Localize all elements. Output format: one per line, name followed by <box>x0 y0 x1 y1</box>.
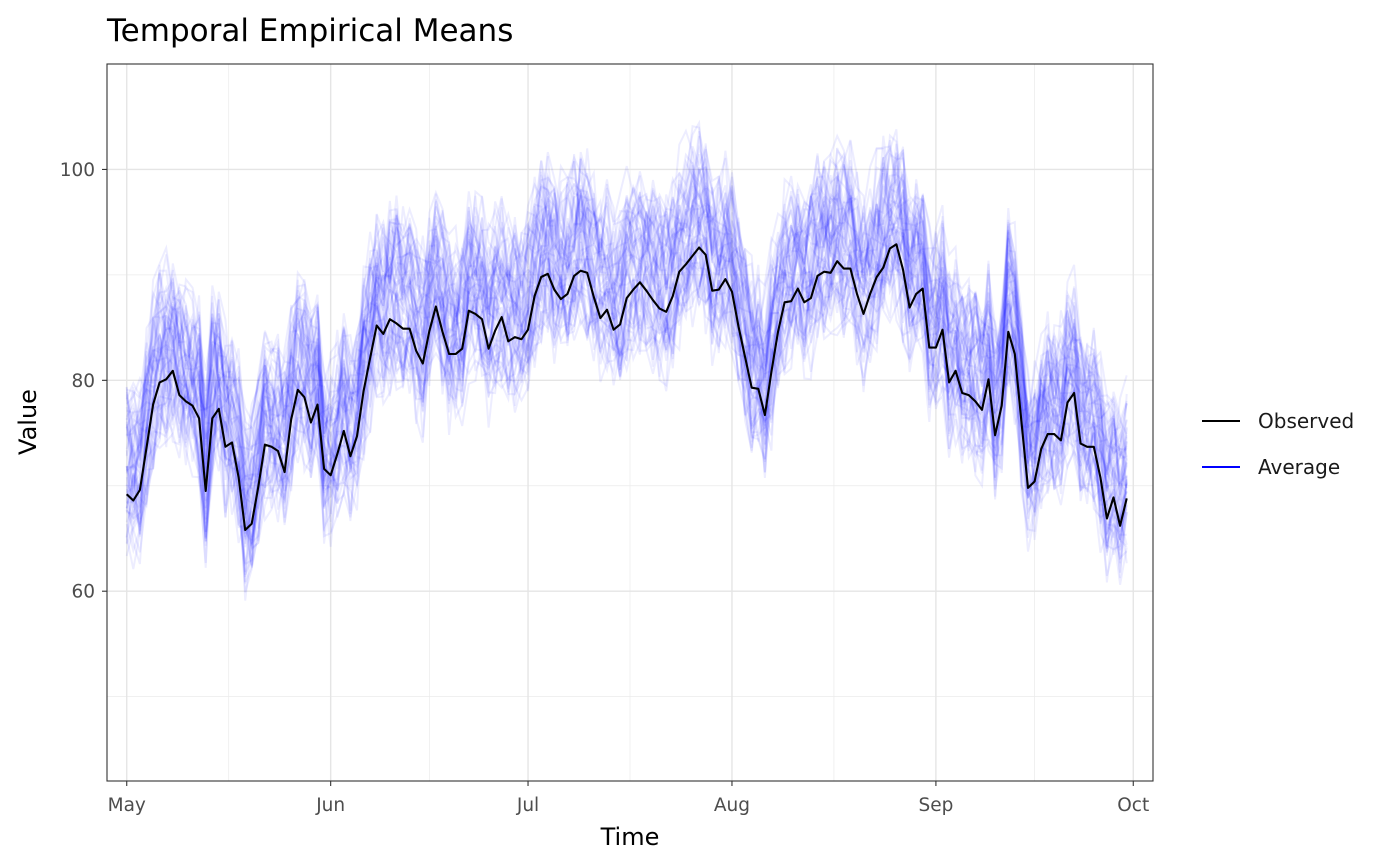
y-tick-label: 60 <box>71 582 95 603</box>
y-axis-title: Value <box>14 389 42 455</box>
average-trace-line <box>125 240 1128 601</box>
y-axis: 60 80 100 <box>60 160 107 603</box>
average-trace-line <box>125 196 1128 533</box>
average-trace-line <box>125 166 1128 501</box>
average-trace-line <box>125 143 1127 456</box>
average-trace-line <box>125 187 1127 492</box>
average-trace-line <box>125 173 1128 520</box>
average-trace-line <box>126 221 1128 551</box>
x-tick-label: Jul <box>516 795 539 816</box>
average-trace-line <box>125 119 1128 481</box>
y-tick-label: 100 <box>60 160 95 181</box>
average-trace-line <box>125 153 1128 510</box>
average-trace-line <box>125 237 1128 593</box>
average-trace-line <box>125 128 1127 460</box>
plot-border <box>106 63 1154 782</box>
average-trace-line <box>125 236 1128 564</box>
average-trace-line <box>126 165 1128 489</box>
average-trace-line <box>125 133 1128 492</box>
average-trace-line <box>125 216 1128 573</box>
chart-title: Temporal Empirical Means <box>106 13 513 49</box>
average-trace-line <box>125 165 1128 502</box>
x-tick-label: Oct <box>1117 795 1149 816</box>
x-tick-label: Aug <box>714 795 750 816</box>
y-tick-label: 80 <box>71 371 95 392</box>
average-trace-line <box>125 238 1127 556</box>
average-trace-line <box>126 194 1128 534</box>
average-trace-line <box>125 215 1128 577</box>
x-tick-label: Sep <box>918 795 953 816</box>
average-trace-line <box>125 151 1128 489</box>
average-trace-line <box>125 244 1128 564</box>
average-trace-line <box>125 161 1128 516</box>
average-trace-line <box>125 228 1128 566</box>
average-trace-line <box>125 169 1128 505</box>
average-trace-line <box>125 143 1128 501</box>
average-trace-line <box>125 144 1128 495</box>
average-trace-line <box>125 124 1128 460</box>
average-trace-line <box>126 153 1128 506</box>
average-trace-line <box>125 148 1128 499</box>
average-series <box>125 119 1128 601</box>
average-trace-line <box>126 168 1128 486</box>
average-trace-line <box>125 192 1128 481</box>
legend-average-label: Average <box>1258 455 1340 479</box>
legend: Observed Average <box>1202 409 1354 479</box>
average-trace-line <box>125 208 1128 548</box>
average-trace-line <box>125 214 1128 541</box>
x-tick-label: Jun <box>315 795 345 816</box>
average-trace-line <box>125 163 1128 519</box>
average-trace-line <box>125 242 1128 584</box>
average-trace-line <box>125 139 1128 508</box>
average-trace-line <box>126 180 1128 495</box>
average-trace-line <box>125 135 1128 465</box>
average-trace-line <box>125 144 1128 501</box>
average-trace-line <box>125 207 1128 573</box>
major-gridlines <box>107 64 1153 781</box>
average-trace-line <box>126 205 1128 546</box>
plot-area <box>125 119 1128 601</box>
average-trace-line <box>126 140 1128 487</box>
average-trace-line <box>125 130 1128 460</box>
x-axis: May Jun Jul Aug Sep Oct <box>108 781 1149 816</box>
average-trace-line <box>125 224 1128 582</box>
legend-observed-label: Observed <box>1258 409 1354 433</box>
observed-series-line <box>125 243 1128 532</box>
average-trace-line <box>125 151 1128 515</box>
x-tick-label: May <box>108 795 146 816</box>
average-trace-line <box>125 241 1128 583</box>
average-trace-line <box>125 197 1128 550</box>
average-trace-line <box>125 189 1128 500</box>
average-trace-line <box>125 224 1128 553</box>
x-axis-title: Time <box>600 823 660 851</box>
